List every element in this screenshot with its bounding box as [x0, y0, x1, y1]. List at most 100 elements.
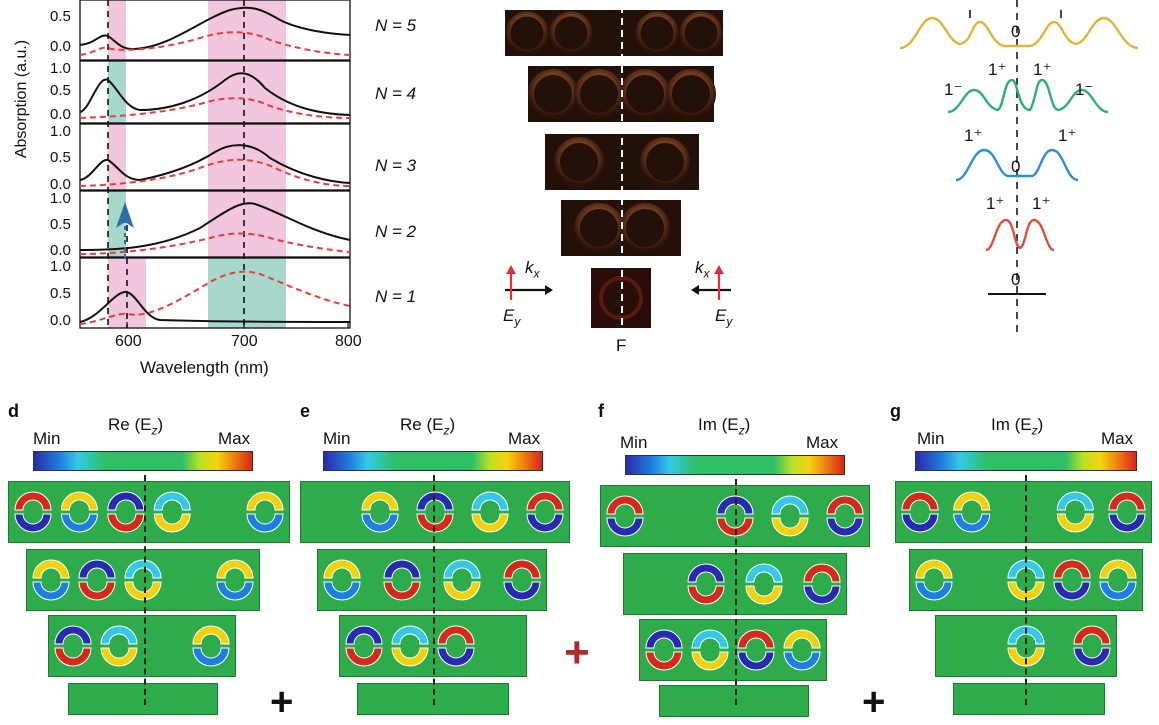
dipole-bottom [416, 513, 454, 533]
curve-solid-row3 [79, 144, 351, 184]
dipole-top [107, 491, 145, 511]
dipole-bottom [107, 513, 145, 533]
panel-g-row-1 [895, 481, 1152, 543]
dipole-top [54, 625, 92, 645]
dipole-top [361, 491, 399, 511]
ey-arrowhead-right [714, 265, 724, 274]
ring-n3-2 [640, 137, 690, 187]
dipole-bottom [1073, 647, 1111, 667]
panel-f-center-line [735, 479, 737, 705]
teal-band-right-row1 [208, 258, 286, 328]
dipole-top [826, 495, 864, 515]
kx-arrowhead-left [545, 285, 553, 295]
dipole-top [745, 563, 783, 583]
dipole-bottom [771, 517, 809, 537]
kx-left-sub: x [533, 266, 540, 281]
ytick-r1-1: 0.5 [50, 285, 71, 302]
panel-g-title-sub: z [1031, 423, 1038, 438]
curve-dashed-row3 [79, 158, 351, 187]
curve-dashed-row1 [79, 270, 351, 325]
dipole-bottom [153, 513, 191, 533]
ey-label-right: Ey [715, 306, 732, 328]
ring-n5-3 [635, 11, 679, 55]
ring-n3-1 [554, 137, 604, 187]
panel-b-f-label: F [616, 336, 627, 355]
dipole-top [783, 629, 821, 649]
ytick-r3-2: 0.0 [50, 176, 71, 193]
dipole-bottom [32, 581, 70, 601]
dipole-bottom [345, 647, 383, 667]
dipole-bottom [1007, 647, 1045, 667]
dipole-top [901, 491, 939, 511]
panel-d-max: Max [218, 429, 251, 448]
ytick-r5-1: 0.0 [50, 38, 71, 55]
panel-f-title: Im (Ez) [698, 415, 751, 438]
ytick-r4-1: 0.5 [50, 82, 71, 99]
dipole-bottom [915, 581, 953, 601]
dipole-bottom [1108, 513, 1146, 533]
level-red-label-1: 1⁺ [986, 194, 1005, 213]
dipole-bottom [391, 647, 429, 667]
ey-left-e: E [503, 306, 515, 325]
kx-left-k: k [525, 258, 534, 277]
levels-svg [899, 0, 1139, 334]
dipole-bottom [526, 513, 564, 533]
panel-d-title-text: Re (E [108, 415, 152, 434]
panel-d-row-3 [48, 615, 236, 677]
dipole-top [443, 559, 481, 579]
panel-e-title-text: Re (E [400, 415, 444, 434]
ring-n5-1 [505, 11, 549, 55]
operator-plus-2: + [564, 628, 590, 677]
dipole-top [383, 559, 421, 579]
dipole-top [60, 491, 98, 511]
dipole-top [78, 559, 116, 579]
field-glyphs [687, 563, 841, 605]
ytick-r3-1: 0.5 [50, 149, 71, 166]
spectra-svg [79, 0, 351, 329]
level-green-label-4: 1⁻ [1075, 80, 1094, 99]
field-glyphs [54, 625, 230, 667]
dipole-top [32, 559, 70, 579]
panel-d-row-2 [26, 549, 260, 611]
field-glyphs [361, 491, 564, 533]
panel-d-row-1 [8, 481, 290, 543]
ytick-r4-2: 0.0 [50, 106, 71, 123]
panel-e-max: Max [508, 429, 541, 448]
dipole-bottom [953, 513, 991, 533]
operator-plus-1: + [270, 680, 294, 724]
dipole-bottom [216, 581, 254, 601]
ytick-r3-0: 1.0 [50, 123, 71, 140]
xtick-600: 600 [115, 333, 142, 350]
field-glyphs [915, 559, 1137, 601]
dipole-top [391, 625, 429, 645]
dipole-bottom [1007, 581, 1045, 601]
panel-g-min: Min [917, 429, 945, 448]
panel-d-colorbar [33, 451, 253, 471]
sim-rings-n3 [554, 137, 690, 187]
dipole-top [771, 495, 809, 515]
dipole-bottom [1056, 513, 1094, 533]
panel-e-letter: e [300, 401, 311, 421]
dipole-bottom [645, 651, 683, 671]
n-label-3: N = 3 [375, 156, 417, 175]
panel-e-title: Re (Ez) [400, 415, 456, 438]
dipole-top [1056, 491, 1094, 511]
dipole-top [14, 491, 52, 511]
dipole-bottom [14, 513, 52, 533]
dipole-top [716, 495, 754, 515]
field-glyphs [606, 495, 864, 537]
ytick-r2-0: 1.0 [50, 190, 71, 207]
curve-solid-row5 [79, 6, 351, 51]
ey-label-left: Ey [503, 306, 520, 328]
dipole-bottom [503, 581, 541, 601]
panel-g-colorbar [915, 451, 1137, 471]
dipole-top [153, 491, 191, 511]
field-glyphs [901, 491, 1146, 533]
n-label-2: N = 2 [375, 222, 417, 241]
dipole-bottom [100, 647, 138, 667]
panel-f-title-sub: z [738, 423, 745, 438]
panel-f-title-text: Im (E [698, 415, 739, 434]
dipole-bottom [783, 651, 821, 671]
field-glyphs [345, 625, 475, 667]
xtick-700: 700 [231, 333, 258, 350]
